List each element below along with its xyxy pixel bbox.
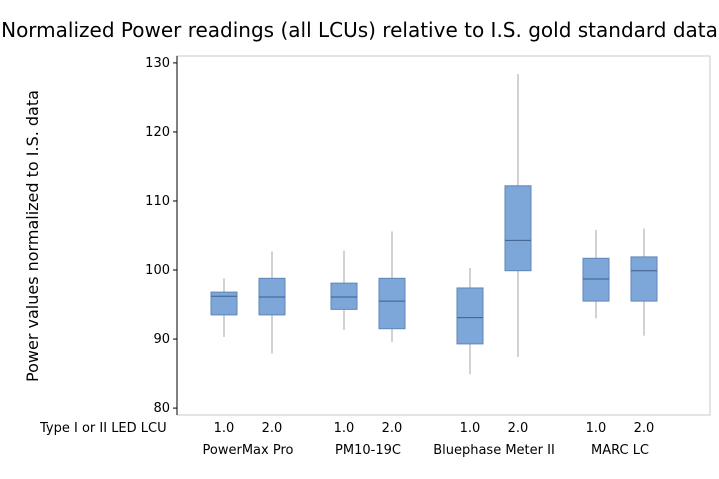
chart-title: Normalized Power readings (all LCUs) rel… [1, 18, 718, 42]
x-tick-label-type: 1.0 [586, 421, 607, 436]
x-group-label: Bluephase Meter II [433, 443, 555, 458]
iqr-box [630, 256, 658, 302]
y-tick-label: 130 [145, 56, 170, 71]
box-series [210, 73, 658, 375]
y-tick-label: 100 [145, 263, 170, 278]
y-tick-label: 90 [153, 332, 170, 347]
x-tick-label-type: 1.0 [334, 421, 355, 436]
x-tick-label-type: 2.0 [382, 421, 403, 436]
iqr-box [582, 257, 610, 302]
y-axis-label: Power values normalized to I.S. data [23, 90, 42, 382]
y-axis-ticks: 80 90 100 110 120 130 [145, 56, 177, 416]
iqr-box [210, 291, 238, 316]
y-tick-label: 80 [153, 401, 170, 416]
y-tick-label: 120 [145, 125, 170, 140]
iqr-box [378, 277, 406, 330]
x-tick-label-type: 2.0 [262, 421, 283, 436]
x-tick-label-type: 2.0 [508, 421, 529, 436]
plot-area-frame [176, 55, 711, 416]
x-tick-label-type: 2.0 [634, 421, 655, 436]
iqr-box [330, 282, 358, 310]
x-tick-label-type: 1.0 [460, 421, 481, 436]
iqr-box [504, 185, 532, 272]
iqr-box [456, 287, 484, 345]
y-tick-label: 110 [145, 194, 170, 209]
x-group-label: MARC LC [591, 443, 649, 458]
x-group-label: PowerMax Pro [203, 443, 294, 458]
x-group-label: PM10-19C [335, 443, 401, 458]
x-row-label: Type I or II LED LCU [39, 421, 167, 436]
x-tick-label-type: 1.0 [214, 421, 235, 436]
x-axis-labels: 1.0 2.0 PowerMax Pro 1.0 2.0 PM10-19C 1.0 2.0 Bl… [203, 421, 655, 458]
